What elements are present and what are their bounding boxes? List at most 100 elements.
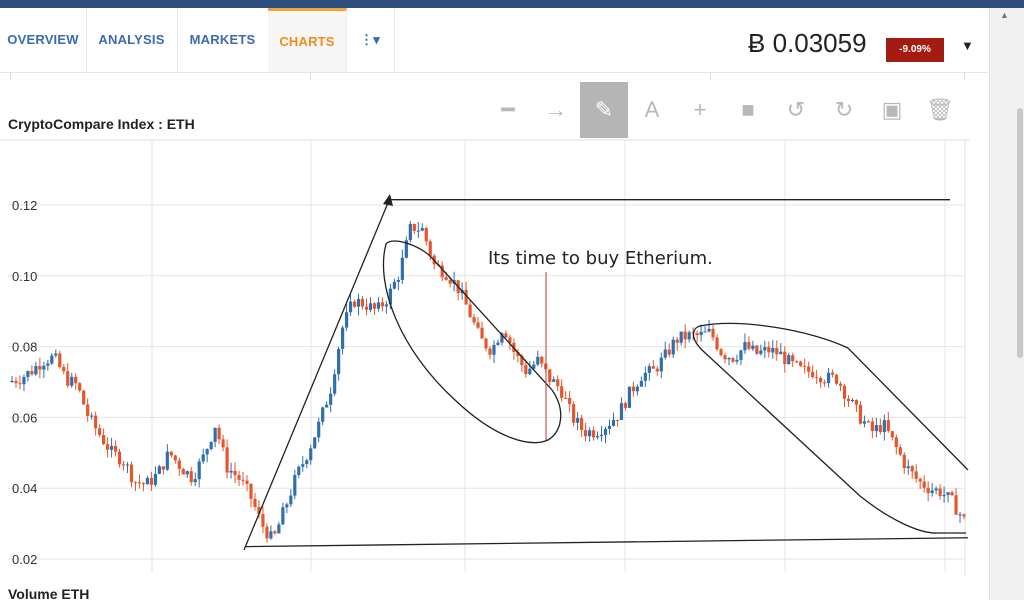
candle-body — [30, 371, 34, 375]
candle-body — [10, 380, 14, 382]
text-icon[interactable]: A — [644, 97, 660, 122]
candle-body — [225, 447, 229, 473]
scroll-thumb[interactable] — [1017, 108, 1023, 358]
candle-body — [683, 331, 687, 340]
candle-body — [795, 361, 799, 363]
candle-body — [675, 339, 679, 343]
candle-body — [352, 301, 357, 307]
candle-body — [926, 487, 930, 494]
tab-overview[interactable]: OVERVIEW — [0, 8, 87, 72]
candle-body — [687, 332, 691, 340]
candle-body — [898, 447, 902, 455]
candle-body — [42, 365, 46, 370]
candle-body — [882, 420, 886, 433]
candle-body — [313, 437, 317, 449]
candle-body — [58, 353, 62, 368]
candle-body — [950, 492, 954, 496]
candle-body — [205, 449, 209, 455]
candle-body — [54, 353, 58, 356]
candle-body — [297, 466, 301, 475]
candle-body — [18, 383, 22, 385]
rectangle-icon[interactable]: ■ — [741, 97, 755, 122]
candle-body — [902, 454, 906, 469]
candle-body — [325, 404, 329, 408]
candle-body — [803, 365, 807, 367]
candle-body — [791, 355, 795, 362]
redo-icon[interactable]: ↻ — [834, 97, 854, 122]
trash-icon[interactable]: 🗑 — [926, 97, 954, 122]
candle-body — [66, 371, 70, 386]
candle-body — [189, 471, 193, 483]
candle-body — [528, 368, 532, 375]
candle-body — [878, 425, 882, 433]
page-scrollbar[interactable]: ▲ — [989, 8, 1024, 600]
price-value: Ƀ 0.03059 — [748, 28, 867, 58]
crosshair-icon[interactable]: + — [693, 97, 707, 122]
candle-body — [826, 372, 831, 384]
candle-body — [245, 480, 249, 484]
candle-body — [520, 355, 524, 366]
candle-body — [209, 441, 213, 450]
candle-body — [922, 481, 926, 488]
candle-body — [141, 483, 146, 485]
candle-body — [819, 378, 823, 383]
candle-body — [572, 404, 576, 423]
undo-icon[interactable]: ↺ — [786, 97, 806, 122]
candle-body — [253, 498, 257, 508]
candle-body — [149, 477, 154, 485]
candle-body — [368, 303, 373, 310]
candle-body — [416, 230, 420, 232]
candle-body — [440, 265, 444, 278]
more-dropdown-icon[interactable]: ⋮▾ — [346, 8, 395, 72]
candle-body — [185, 471, 189, 475]
candle-body — [858, 404, 863, 424]
candle-body — [667, 349, 671, 355]
candle-body — [125, 464, 130, 466]
candle-body — [273, 531, 277, 534]
candle-body — [587, 430, 592, 437]
candle-body — [639, 380, 643, 387]
candle-body — [221, 439, 225, 448]
candle-body — [321, 407, 325, 422]
candle-body — [811, 371, 815, 378]
candle-body — [428, 241, 432, 256]
candle-body — [133, 482, 138, 484]
save-icon[interactable]: ▣ — [881, 97, 903, 122]
candle-body — [890, 431, 894, 438]
candle-body — [181, 468, 185, 475]
candle-body — [727, 358, 731, 360]
candle-body — [910, 466, 914, 472]
candle-body — [249, 483, 253, 499]
candle-body — [476, 322, 480, 328]
pencil-icon[interactable]: ✎ — [580, 82, 628, 138]
candle-body — [14, 380, 18, 384]
candle-body — [783, 351, 787, 365]
candle-body — [229, 470, 233, 473]
candle-body — [341, 327, 345, 349]
tab-analysis[interactable]: ANALYSIS — [86, 8, 178, 72]
candle-body — [619, 403, 624, 420]
candle-body — [241, 479, 245, 481]
ray-icon[interactable]: → — [545, 97, 567, 122]
chevron-down-icon[interactable]: ▼ — [961, 38, 974, 53]
candle-body — [277, 524, 281, 534]
line-icon[interactable]: ━ — [501, 97, 515, 122]
candle-body — [26, 371, 30, 378]
candle-body — [775, 347, 779, 355]
price-chart[interactable]: 0.12 0.10 0.08 0.06 0.04 0.02 Its time to buy… — [0, 0, 988, 600]
candle-body — [599, 434, 604, 437]
scroll-up-icon[interactable]: ▲ — [1000, 10, 1009, 20]
candle-body — [177, 460, 181, 469]
candle-body — [90, 415, 94, 417]
candle-body — [723, 355, 727, 360]
candle-body — [771, 347, 775, 353]
candle-body — [659, 357, 663, 372]
candle-body — [480, 327, 484, 339]
tab-charts[interactable]: CHARTS — [268, 8, 347, 72]
candle-body — [954, 495, 958, 515]
candle-body — [699, 331, 703, 336]
candle-body — [153, 473, 157, 485]
candle-body — [500, 333, 504, 343]
candle-body — [257, 507, 261, 515]
drawing-toolbar: ━ → ✎ A + ■ ↺ ↻ ▣ 🗑 — [484, 82, 968, 138]
